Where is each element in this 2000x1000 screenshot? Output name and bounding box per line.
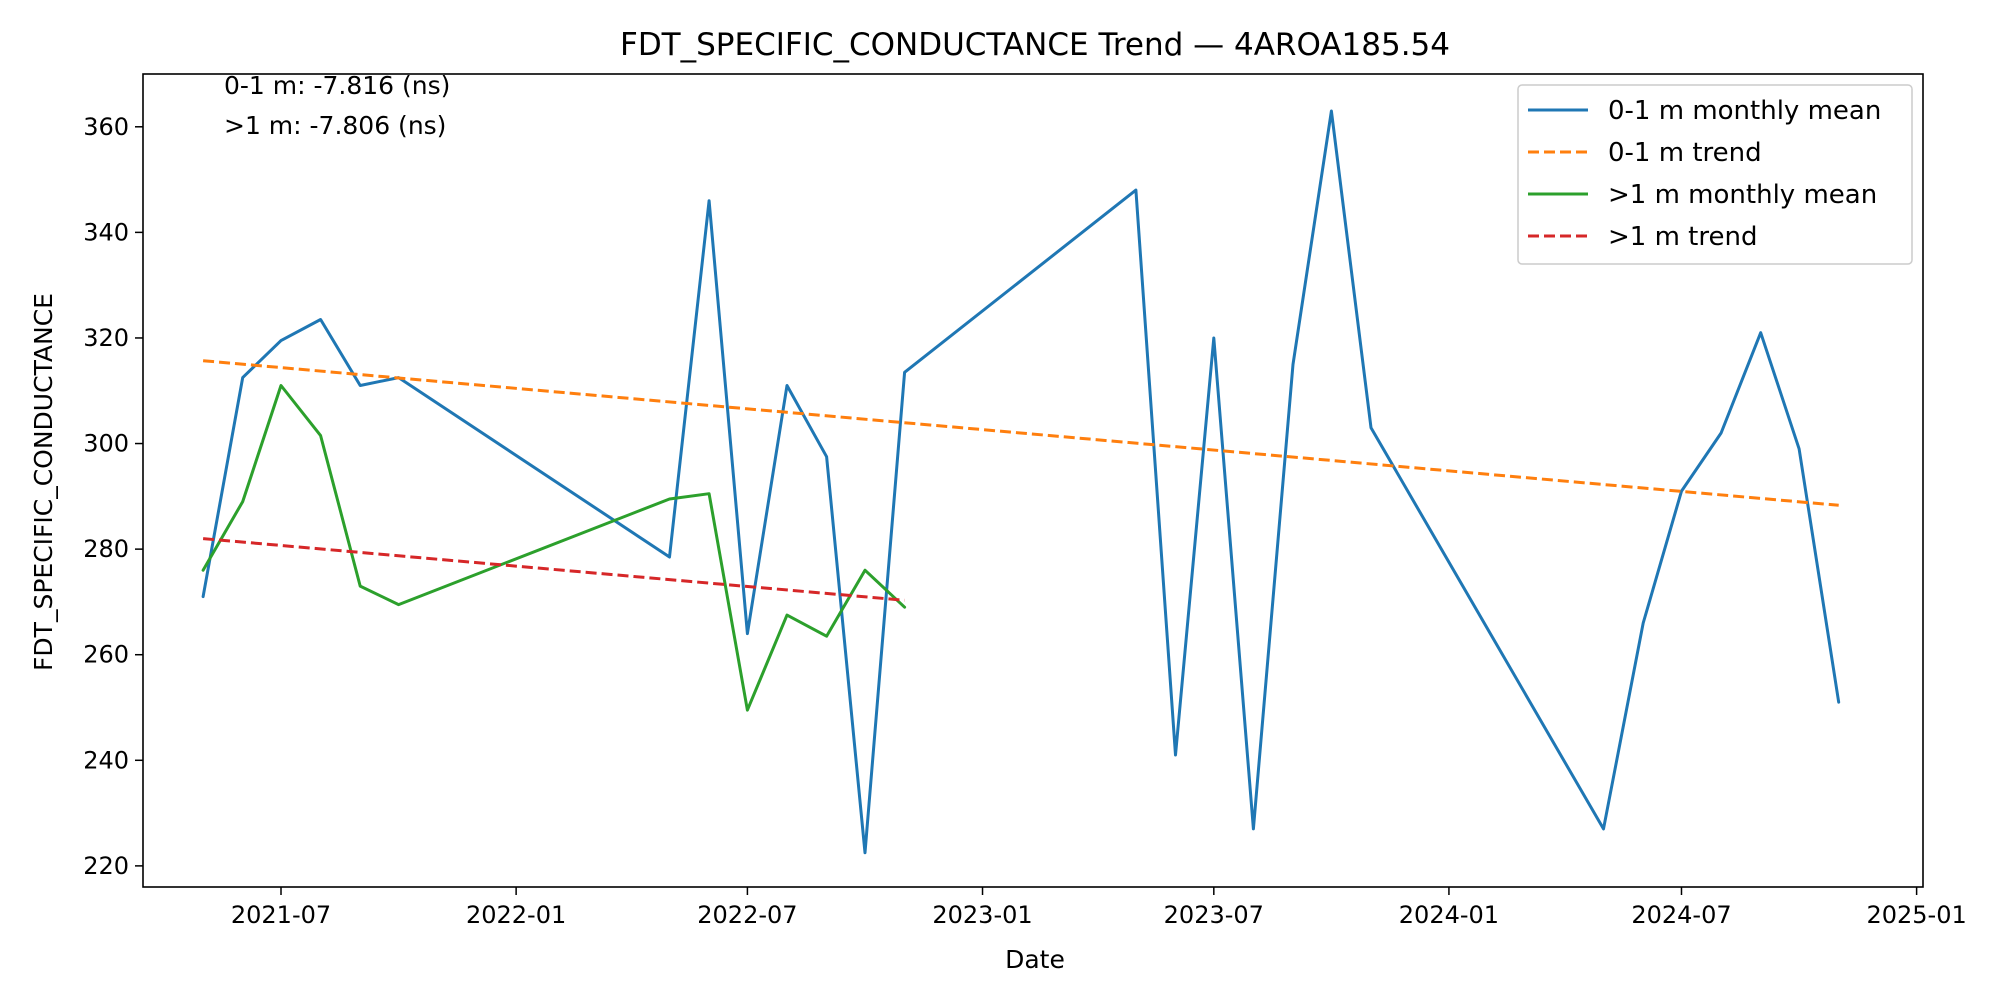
y-tick-label: 360 xyxy=(83,113,129,141)
series-line-1 xyxy=(202,359,1839,507)
y-axis-label: FDT_SPECIFIC_CONDUCTANCE xyxy=(29,293,58,671)
series-line-0 xyxy=(201,109,1841,855)
series-line-3 xyxy=(202,537,905,602)
series-layer xyxy=(201,109,1841,855)
x-tick-label: 2021-07 xyxy=(231,901,331,929)
y-tick-label: 320 xyxy=(83,324,129,352)
chart-title: FDT_SPECIFIC_CONDUCTANCE Trend — 4AROA18… xyxy=(620,27,1450,63)
annotation-0-1m: 0-1 m: -7.816 (ns) xyxy=(224,71,450,100)
y-tick-label: 240 xyxy=(83,746,129,774)
legend-label-0: 0-1 m monthly mean xyxy=(1608,96,1881,126)
x-axis-label: Date xyxy=(1005,945,1065,974)
y-axis-ticks: 220 240 260 280 300 320 340 360 xyxy=(83,113,143,880)
legend-label-3: >1 m trend xyxy=(1608,222,1757,252)
x-tick-label: 2025-01 xyxy=(1866,901,1966,929)
y-tick-label: 280 xyxy=(83,535,129,563)
y-tick-label: 260 xyxy=(83,641,129,669)
y-tick-label: 300 xyxy=(83,430,129,458)
y-tick-label: 220 xyxy=(83,852,129,880)
legend-box xyxy=(1517,84,1913,265)
y-tick-label: 340 xyxy=(83,218,129,246)
x-tick-label: 2023-07 xyxy=(1164,901,1264,929)
x-tick-label: 2022-07 xyxy=(697,901,797,929)
x-axis-ticks: 2021-07 2022-01 2022-07 2023-01 2023-07 2024-… xyxy=(231,887,1967,929)
annotation-gt1m: >1 m: -7.806 (ns) xyxy=(224,111,446,140)
x-tick-label: 2022-01 xyxy=(466,901,566,929)
series-line-2 xyxy=(201,384,907,712)
plot-frame xyxy=(142,73,1924,888)
legend: 0-1 m monthly mean 0-1 m trend >1 m monthl… xyxy=(1517,84,1913,265)
x-tick-label: 2024-01 xyxy=(1399,901,1499,929)
legend-label-2: >1 m monthly mean xyxy=(1608,180,1877,210)
x-tick-label: 2023-01 xyxy=(932,901,1032,929)
x-tick-label: 2024-07 xyxy=(1631,901,1731,929)
legend-label-1: 0-1 m trend xyxy=(1608,138,1762,168)
